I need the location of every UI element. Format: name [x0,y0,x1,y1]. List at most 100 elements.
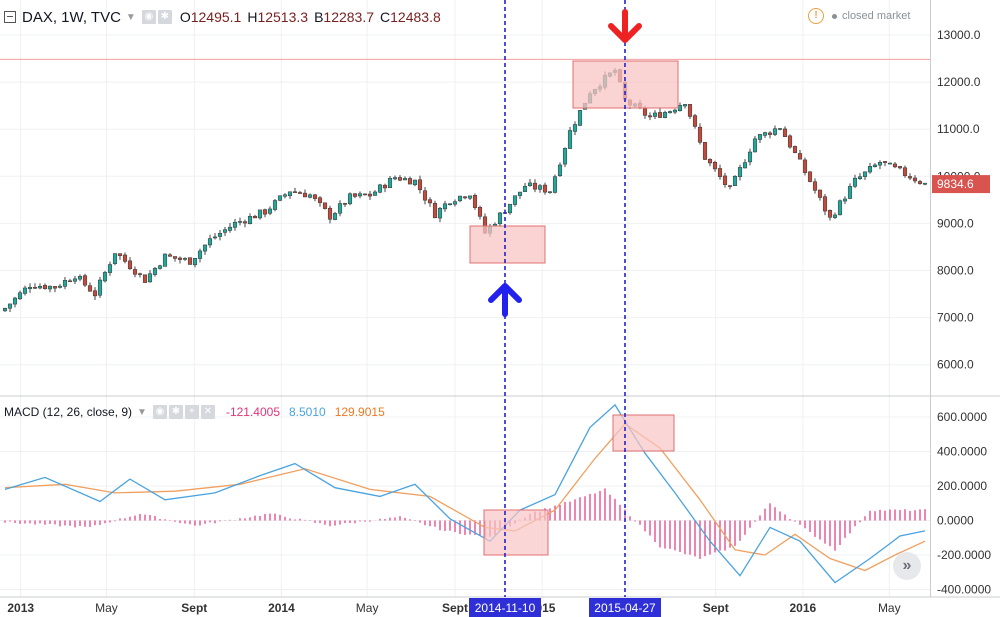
candle [252,215,258,219]
candle [217,233,223,237]
candle [167,254,173,257]
candle [717,168,723,177]
candle [257,209,263,219]
candle [57,285,63,288]
candle [777,128,783,130]
candle [712,162,718,170]
candle [877,162,883,166]
candle [247,215,253,224]
eye-icon[interactable]: ◉ [141,10,156,24]
candle [892,163,898,168]
close-icon[interactable]: ✕ [200,405,215,419]
candle [307,194,313,198]
candle [222,229,228,233]
highlight-box-macd-sell [612,414,675,452]
candle [747,151,753,163]
candle [242,221,248,224]
candle [132,269,138,275]
candle [572,124,578,132]
candle [142,274,148,283]
plus-icon[interactable]: + [184,405,199,419]
candle [372,191,378,196]
candle [272,200,278,210]
candle [62,280,68,287]
candle [442,203,448,210]
candle [922,182,928,185]
candle [422,190,428,201]
candle [102,272,108,282]
gear-icon[interactable]: ✱ [168,405,183,419]
candle [472,195,478,208]
chevron-down-icon[interactable]: ▼ [137,406,147,418]
candle [817,189,823,198]
candle [112,253,118,264]
candle [857,176,863,180]
time-tick-label: Sept [442,601,468,615]
candle [407,178,413,185]
candle [667,111,673,114]
candle [347,193,353,205]
candle [337,203,343,214]
macd-tick-label: -400.0000 [937,583,991,597]
candle [27,286,33,290]
eye-icon[interactable]: ◉ [152,405,167,419]
candle [507,203,513,214]
candle [782,128,788,137]
candle [237,221,243,223]
candle [267,208,273,214]
sell-arrow-icon [608,23,642,43]
macd-histogram-value: -121.4005 [225,405,280,419]
candle [7,303,13,309]
last-price-tag-label: 9834.6 [937,177,974,191]
price-tick-label: 11000.0 [937,122,980,136]
candle [497,212,503,225]
macd-header: MACD (12, 26, close, 9) ▼ ◉ ✱ + ✕ -121.4… [4,404,385,420]
candle [742,162,748,169]
candle [832,214,838,218]
candle [262,209,268,215]
candle [567,130,573,149]
macd-tick-label: -200.0000 [937,548,991,562]
candle [542,184,548,193]
chevron-down-icon[interactable]: ▼ [125,11,136,23]
candle [457,195,463,202]
gear-icon[interactable]: ✱ [157,10,172,24]
warning-icon[interactable]: ! [808,8,824,24]
candle [532,182,538,190]
candle [792,146,798,153]
candle [787,135,793,148]
candle [327,207,333,220]
candle [767,132,773,135]
candle [207,238,213,246]
candle [202,244,208,252]
candle [187,257,193,265]
candle [282,194,288,197]
candle [377,184,383,193]
macd-title[interactable]: MACD (12, 26, close, 9) [4,405,133,419]
candle [427,199,433,204]
candle [677,105,683,112]
candle [727,185,733,187]
candle [22,287,28,294]
time-tick-label: 2014 [268,601,295,615]
candle [342,203,348,205]
candle [67,280,73,283]
status-dot [832,13,837,19]
time-tick-label: May [878,601,901,615]
candle [172,256,178,259]
candle [227,226,233,231]
candle [352,193,358,197]
candle [757,134,763,140]
collapse-icon[interactable] [4,11,16,23]
candle [437,207,443,219]
candle [287,191,293,196]
candle [147,273,153,283]
scroll-to-realtime-button[interactable]: » [893,552,921,580]
candle [652,112,658,117]
candle [2,308,8,312]
candle [902,167,908,176]
candle [157,265,163,269]
symbol-title[interactable]: DAX, 1W, TVC [22,8,121,26]
candle [512,195,518,205]
